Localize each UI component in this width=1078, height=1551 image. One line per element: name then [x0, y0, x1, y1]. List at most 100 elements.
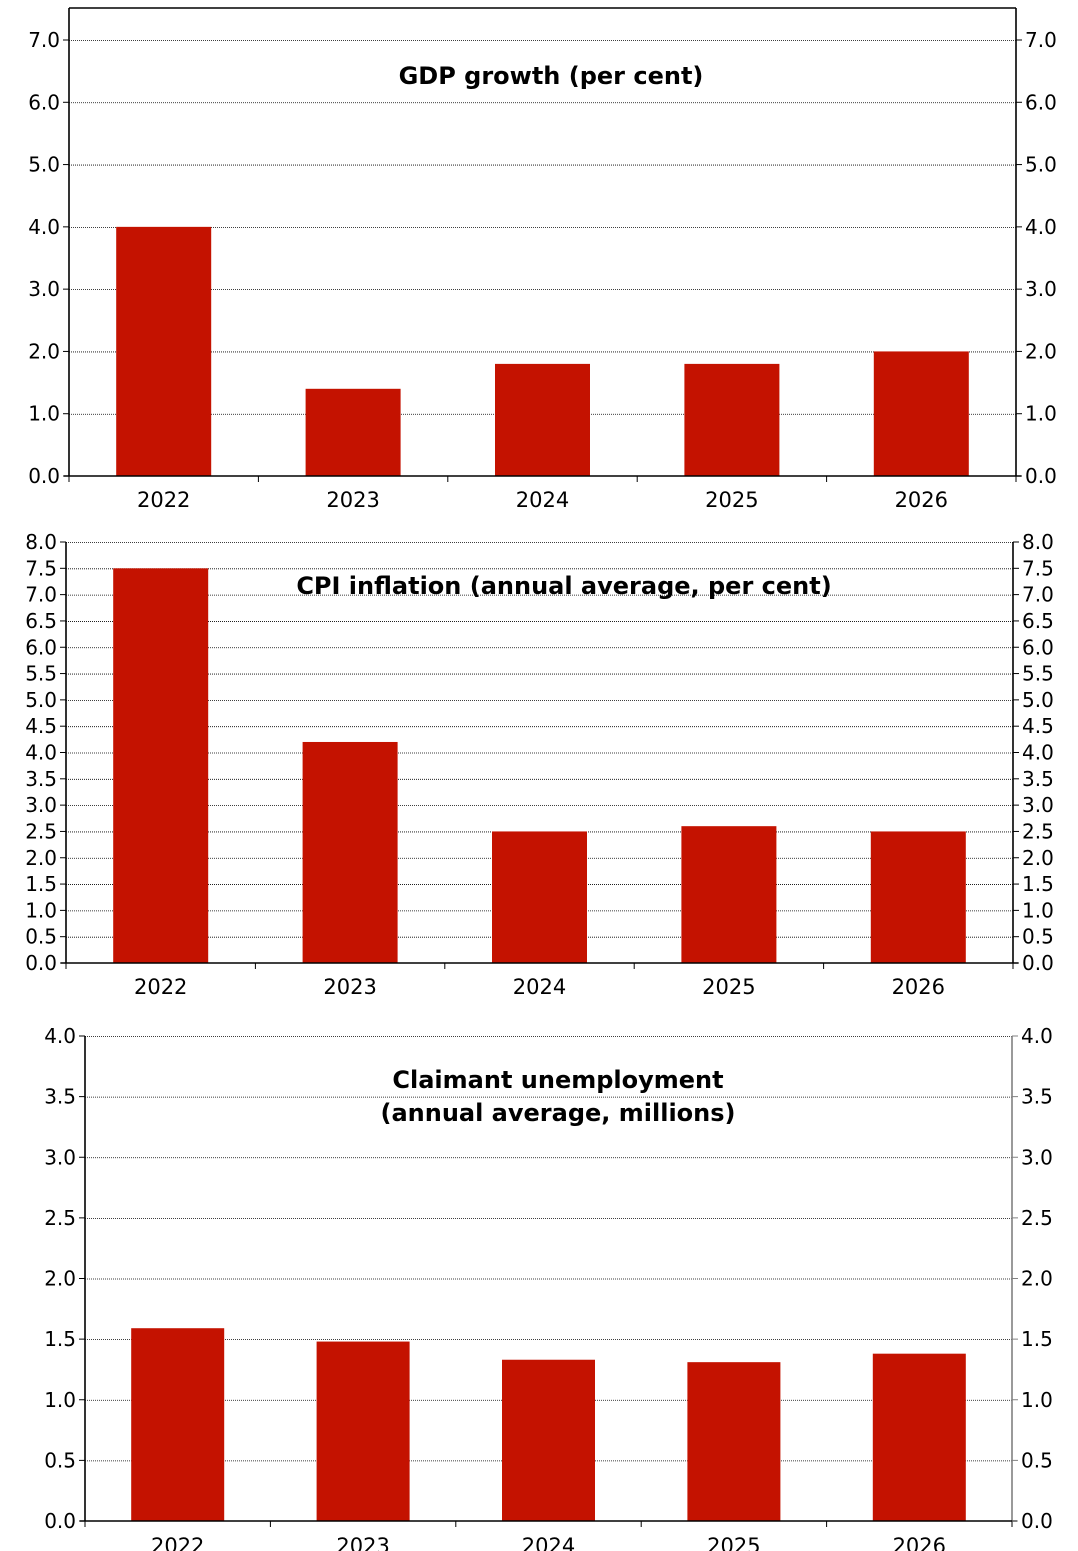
y-tick-label-right: 7.0	[1022, 583, 1054, 607]
y-tick-label-right: 1.0	[1021, 1388, 1053, 1412]
y-tick-label-right: 7.5	[1022, 556, 1054, 580]
y-tick-label-right: 6.0	[1025, 90, 1057, 114]
bar-2023	[302, 741, 398, 963]
y-tick-label-left: 5.0	[25, 688, 57, 712]
y-tick-label-left: 7.0	[28, 28, 60, 52]
bar-2023	[316, 1341, 410, 1521]
y-tick-label-right: 4.5	[1022, 714, 1054, 738]
y-tick-label-right: 7.0	[1025, 28, 1057, 52]
chart-title: GDP growth (per cent)	[399, 62, 704, 90]
y-tick-label-left: 4.0	[28, 215, 60, 239]
bars	[113, 568, 966, 963]
y-tick-label-right: 2.0	[1022, 846, 1054, 870]
y-tick-label-left: 3.5	[25, 767, 57, 791]
y-tick-label-right: 5.0	[1025, 153, 1057, 177]
y-tick-label-right: 3.5	[1022, 767, 1054, 791]
y-tick-label-right: 3.5	[1021, 1085, 1053, 1109]
y-tick-label-left: 4.0	[44, 1024, 76, 1048]
y-tick-label-right: 3.0	[1025, 277, 1057, 301]
bar-2024	[492, 831, 587, 963]
bar-2024	[502, 1359, 595, 1521]
y-tick-label-right: 0.0	[1025, 464, 1057, 488]
category-label: 2025	[707, 1534, 760, 1551]
y-tick-label-right: 8.0	[1022, 530, 1054, 554]
y-tick-label-left: 1.5	[25, 872, 57, 896]
y-tick-label-right: 0.5	[1021, 1448, 1053, 1472]
y-tick-label-right: 5.0	[1022, 688, 1054, 712]
y-tick-label-right: 0.5	[1022, 925, 1054, 949]
category-label: 2026	[893, 1534, 946, 1551]
y-tick-label-left: 2.0	[28, 339, 60, 363]
y-tick-label-right: 2.0	[1025, 339, 1057, 363]
category-label: 2023	[326, 488, 379, 512]
y-tick-label-right: 5.5	[1022, 662, 1054, 686]
y-tick-label-left: 0.5	[25, 925, 57, 949]
y-tick-label-left: 0.0	[44, 1509, 76, 1533]
y-tick-label-left: 3.0	[28, 277, 60, 301]
category-label: 2024	[522, 1534, 575, 1551]
y-tick-label-left: 6.0	[28, 90, 60, 114]
y-tick-label-left: 2.0	[25, 846, 57, 870]
bars	[131, 1328, 966, 1521]
category-label: 2024	[513, 975, 566, 999]
category-label: 2022	[151, 1534, 204, 1551]
y-tick-label-right: 0.0	[1022, 951, 1054, 975]
y-tick-label-right: 3.0	[1021, 1145, 1053, 1169]
bar-2026	[872, 1353, 966, 1521]
y-tick-label-left: 6.5	[25, 609, 57, 633]
bar-2022	[131, 1328, 225, 1521]
bar-2023	[305, 388, 401, 476]
y-tick-label-left: 6.0	[25, 635, 57, 659]
chart-title: Claimant unemployment	[392, 1066, 723, 1094]
y-tick-label-left: 2.5	[25, 819, 57, 843]
y-tick-label-left: 4.0	[25, 741, 57, 765]
y-tick-label-left: 4.5	[25, 714, 57, 738]
category-label: 2025	[705, 488, 758, 512]
y-tick-label-right: 4.0	[1021, 1024, 1053, 1048]
y-tick-label-right: 2.5	[1022, 819, 1054, 843]
y-tick-label-left: 7.0	[25, 583, 57, 607]
chart-title: (annual average, millions)	[380, 1099, 735, 1127]
gdp-growth-chart: 0.0 0.0 1.0 1.0 2.0 2.0 3.0 3.0 4.0 4.0 5.0 5.0 6.0 6…	[28, 7, 1057, 512]
gridlines	[85, 1036, 1012, 1462]
y-tick-label-left: 1.0	[28, 402, 60, 426]
y-tick-label-left: 2.0	[44, 1267, 76, 1291]
y-tick-label-right: 4.0	[1025, 215, 1057, 239]
bar-2026	[873, 351, 969, 476]
bar-2024	[495, 363, 590, 476]
y-ticks: 0.0 0.00.5 0.51.0 1.01.5 1.52.0 2.02.5 2.53.0 3…	[25, 530, 1054, 975]
y-tick-label-right: 1.0	[1025, 402, 1057, 426]
y-tick-label-right: 6.0	[1022, 635, 1054, 659]
y-tick-label-left: 5.0	[28, 153, 60, 177]
y-tick-label-right: 1.0	[1022, 898, 1054, 922]
y-tick-label-left: 1.5	[44, 1327, 76, 1351]
y-tick-label-left: 0.0	[25, 951, 57, 975]
y-tick-label-left: 5.5	[25, 662, 57, 686]
claimant-unemployment-chart: 0.0 0.0 0.5 0.5 1.0 1.0 1.5 1.5 2.0 2.0 2.5 2.5 3.0 3…	[44, 1024, 1053, 1551]
cpi-inflation-chart: 0.0 0.00.5 0.51.0 1.01.5 1.52.0 2.02.5 2.53.0 3…	[25, 530, 1054, 999]
bar-2022	[113, 568, 209, 963]
y-tick-label-right: 4.0	[1022, 741, 1054, 765]
y-tick-label-left: 0.0	[28, 464, 60, 488]
category-label: 2023	[323, 975, 376, 999]
y-tick-label-left: 1.0	[25, 898, 57, 922]
category-label: 2022	[137, 488, 190, 512]
y-ticks: 0.0 0.00.5 0.51.0 1.01.5 1.52.0 2.02.5 2.53.0 3…	[44, 1024, 1053, 1533]
category-label: 2022	[134, 975, 187, 999]
y-tick-label-right: 1.5	[1022, 872, 1054, 896]
y-tick-label-left: 3.0	[25, 793, 57, 817]
y-tick-label-left: 2.5	[44, 1206, 76, 1230]
y-tick-label-right: 2.0	[1021, 1267, 1053, 1291]
y-tick-label-right: 0.0	[1021, 1509, 1053, 1533]
bar-2025	[687, 1362, 781, 1521]
category-label: 2023	[336, 1534, 389, 1551]
bar-2025	[681, 826, 777, 963]
category-label: 2024	[516, 488, 569, 512]
y-tick-label-left: 3.0	[44, 1145, 76, 1169]
y-tick-label-left: 8.0	[25, 530, 57, 554]
y-tick-label-left: 7.5	[25, 556, 57, 580]
bar-2022	[116, 226, 212, 476]
category-label: 2025	[702, 975, 755, 999]
bar-2026	[870, 831, 966, 963]
category-label: 2026	[895, 488, 948, 512]
